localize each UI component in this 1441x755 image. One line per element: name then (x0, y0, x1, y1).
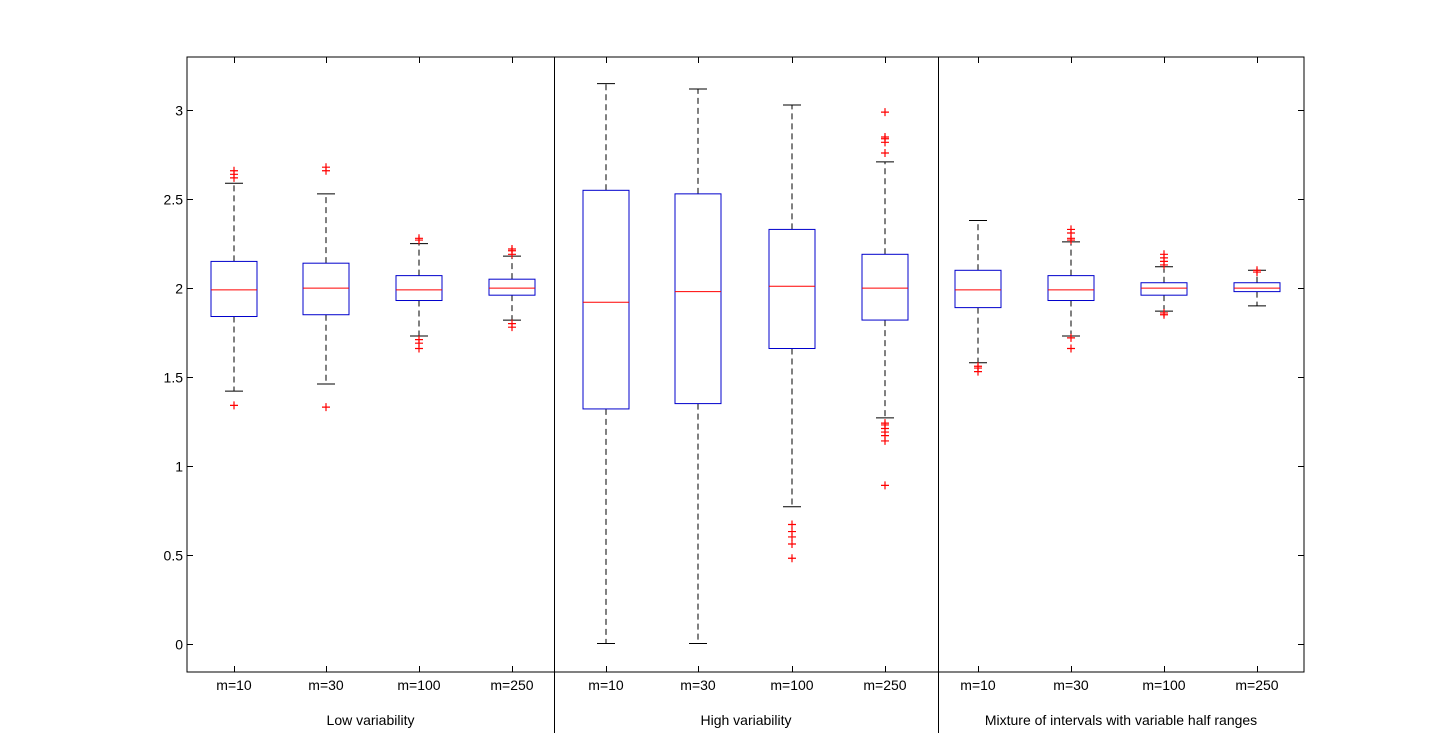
box-iqr (302, 262, 350, 316)
outlier-marker (415, 234, 423, 243)
y-tick-label: 2 (175, 281, 183, 297)
outlier-marker (881, 481, 889, 490)
x-tick-label: m=100 (1142, 677, 1185, 693)
y-tick-label: 3 (175, 103, 183, 119)
y-tick-label: 1 (175, 459, 183, 475)
outlier-marker (788, 554, 796, 563)
axes-frame (186, 56, 1305, 673)
x-axis: Low variability m=10 m=30 m=100 m=250 High va… (216, 57, 1279, 728)
x-tick-label: m=30 (1053, 677, 1089, 693)
outlier-marker (230, 401, 238, 410)
outlier-marker (508, 319, 516, 328)
box-iqr (674, 193, 722, 405)
box-1-0 (582, 83, 630, 645)
y-tick-label: 0 (175, 637, 183, 653)
box-0-1 (302, 163, 350, 412)
box-2-2 (1140, 250, 1188, 319)
box-0-2 (395, 234, 443, 353)
box-1-1 (674, 88, 722, 645)
box-iqr (488, 278, 536, 296)
y-tick-label: 2.5 (164, 192, 184, 208)
box-2-1 (1047, 225, 1095, 353)
x-tick-label: m=250 (1235, 677, 1278, 693)
x-tick-label: m=100 (397, 677, 440, 693)
outlier-marker (881, 148, 889, 157)
box-1-3 (861, 108, 909, 490)
box-iqr (1140, 282, 1188, 296)
box-1-2 (768, 104, 816, 563)
box-0-0 (210, 166, 258, 410)
boxes-layer (210, 83, 1281, 645)
outlier-marker (1067, 225, 1075, 234)
outlier-marker (1067, 333, 1075, 342)
x-tick-label: m=100 (770, 677, 813, 693)
x-tick-label: m=30 (308, 677, 344, 693)
outlier-marker (788, 527, 796, 536)
group-label: Low variability (327, 712, 415, 728)
box-iqr (395, 275, 443, 302)
box-iqr (861, 253, 909, 321)
box-iqr (210, 260, 258, 318)
y-tick-label: 1.5 (164, 370, 184, 386)
outlier-marker (881, 108, 889, 117)
box-2-0 (954, 220, 1002, 376)
outlier-marker (881, 132, 889, 141)
outlier-marker (1160, 250, 1168, 259)
y-axis: 0 0.5 1 1.5 2 2.5 3 (164, 103, 1304, 653)
box-2-3 (1233, 266, 1281, 307)
box-iqr (1047, 275, 1095, 302)
outlier-marker (974, 362, 982, 371)
outlier-marker (230, 166, 238, 175)
box-iqr (768, 228, 816, 350)
y-tick-label: 0.5 (164, 548, 184, 564)
group-label: High variability (700, 712, 791, 728)
outlier-marker (1160, 308, 1168, 317)
outlier-marker (1253, 266, 1261, 275)
x-tick-label: m=30 (680, 677, 716, 693)
outlier-marker (788, 540, 796, 549)
box-iqr (582, 189, 630, 410)
outlier-marker (508, 244, 516, 253)
x-tick-label: m=250 (490, 677, 533, 693)
plot-area (186, 56, 1305, 673)
x-tick-label: m=10 (216, 677, 252, 693)
outlier-marker (1067, 344, 1075, 353)
outlier-marker (322, 403, 330, 412)
outlier-marker (881, 419, 889, 428)
group-separators (554, 57, 939, 733)
x-tick-label: m=10 (960, 677, 996, 693)
x-tick-label: m=250 (863, 677, 906, 693)
group-label: Mixture of intervals with variable half … (985, 712, 1257, 728)
outlier-marker (322, 163, 330, 172)
box-iqr (1233, 282, 1281, 293)
outlier-marker (788, 520, 796, 529)
box-0-3 (488, 244, 536, 332)
outlier-marker (415, 335, 423, 344)
x-tick-label: m=10 (588, 677, 624, 693)
box-iqr (954, 269, 1002, 309)
